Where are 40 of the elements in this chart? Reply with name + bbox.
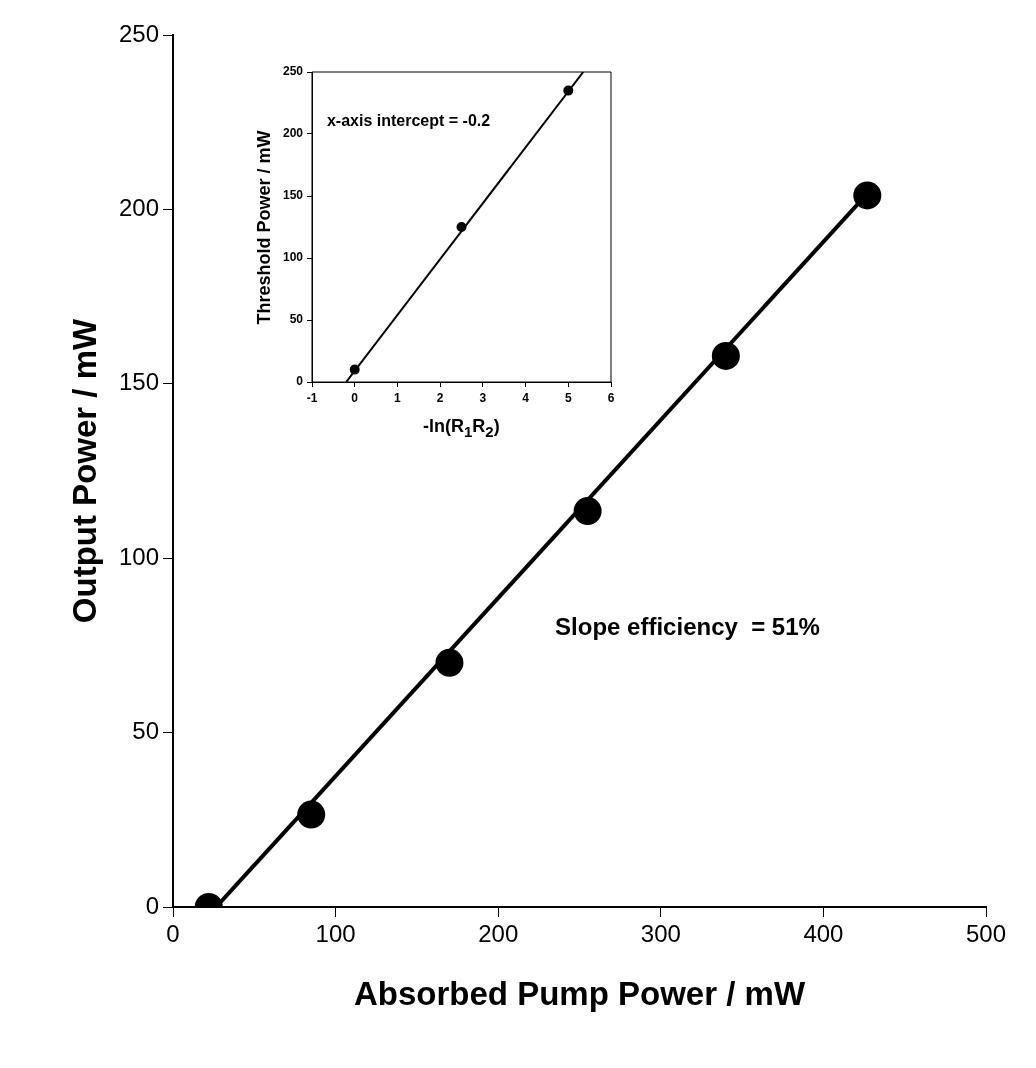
x-tick-label: 4	[522, 390, 530, 405]
y-tick-label: 50	[132, 717, 159, 745]
y-tick-label: 50	[289, 312, 304, 327]
x-tick-label: 0	[351, 390, 359, 405]
x-axis-title: Absorbed Pump Power / mW	[354, 974, 806, 1013]
y-axis-title: Output Power / mW	[66, 318, 105, 624]
x-tick-label: 400	[803, 920, 844, 948]
x-tick-label: -1	[306, 390, 318, 405]
x-tick-label: 100	[315, 920, 356, 948]
x-tick-label: 5	[564, 390, 572, 405]
x-tick-label: 300	[640, 920, 681, 948]
y-tick-label: 200	[118, 194, 159, 222]
x-tick-label: 1	[394, 390, 402, 405]
y-tick-label: 150	[118, 368, 159, 396]
x-tick-label: 200	[478, 920, 519, 948]
y-tick-label: 0	[145, 891, 159, 919]
point	[711, 341, 740, 370]
y-tick-label: 250	[118, 19, 159, 47]
x-tick-label: 2	[436, 390, 444, 405]
x-tick-label: 500	[965, 920, 1007, 948]
y-axis-title: Threshold Power / mW	[253, 129, 275, 325]
y-tick-label: 100	[282, 250, 304, 265]
point	[456, 222, 467, 232]
point	[435, 648, 464, 677]
x-tick-label: 3	[479, 390, 487, 405]
y-tick-label: 200	[282, 126, 304, 141]
y-tick-label: 150	[282, 188, 304, 203]
point	[853, 181, 882, 210]
annotation: x-axis intercept = -0.2	[326, 112, 491, 130]
y-tick-label: 250	[282, 64, 304, 79]
y-tick-label: 100	[118, 542, 159, 570]
point	[573, 497, 602, 526]
x-tick-label: 6	[607, 390, 615, 405]
y-tick-label: 0	[296, 374, 304, 389]
point	[297, 800, 326, 829]
annotation: Slope efficiency = 51%	[555, 612, 820, 640]
point	[349, 364, 360, 375]
x-axis-title: -ln(R$_{1}$R$_{2}$)	[423, 415, 500, 440]
point	[563, 85, 574, 96]
x-tick-label: 0	[166, 920, 180, 948]
